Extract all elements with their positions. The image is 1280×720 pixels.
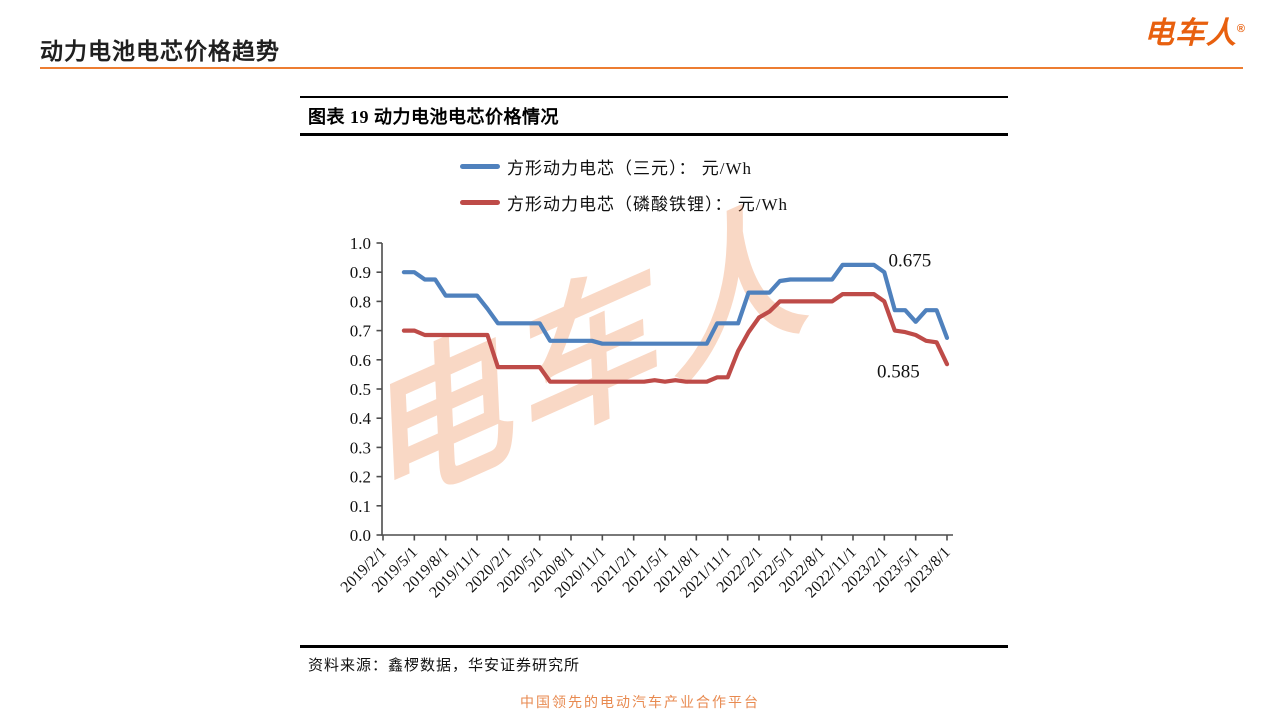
chart-card: 图表 19 动力电池电芯价格情况 方形动力电芯（三元）： 元/Wh 方形动力电芯… [300,96,1008,680]
svg-text:0.0: 0.0 [350,526,371,545]
card-top-rule [300,96,1008,98]
brand-logo-text: 电车人 [1143,17,1237,50]
legend-item-lfp: 方形动力电芯（磷酸铁锂）： 元/Wh [460,190,788,214]
svg-text:0.5: 0.5 [350,380,371,399]
price-trend-line-chart: 0.00.10.20.30.40.50.60.70.80.91.02019/2/… [338,234,954,601]
legend-label-lfp: 方形动力电芯（磷酸铁锂）： 元/Wh [507,194,789,214]
svg-text:0.585: 0.585 [877,361,920,382]
brand-logo: 电车人® [1144,8,1246,52]
svg-text:0.4: 0.4 [350,409,372,428]
svg-text:1.0: 1.0 [350,234,371,253]
svg-text:0.7: 0.7 [350,322,372,341]
svg-text:0.8: 0.8 [350,292,371,311]
legend-line-swatch-lfp [460,199,500,205]
chart-legend: 方形动力电芯（三元）： 元/Wh 方形动力电芯（磷酸铁锂）： 元/Wh [460,154,788,214]
svg-text:0.3: 0.3 [350,438,371,457]
registered-trademark-icon: ® [1236,23,1246,35]
chart-title: 图表 19 动力电池电芯价格情况 [308,107,559,127]
svg-text:0.9: 0.9 [350,263,371,282]
legend-label-ternary: 方形动力电芯（三元）： 元/Wh [507,158,753,178]
card-bottom-rule [300,645,1008,648]
page-title: 动力电池电芯价格趋势 [40,38,280,64]
svg-text:0.675: 0.675 [889,250,932,271]
source-note: 资料来源：鑫椤数据，华安证券研究所 [308,658,581,674]
legend-item-ternary: 方形动力电芯（三元）： 元/Wh [460,154,788,178]
footer-tagline: 中国领先的电动汽车产业合作平台 [520,694,760,710]
svg-text:0.6: 0.6 [350,351,371,370]
svg-text:0.1: 0.1 [350,497,371,516]
plot-area: 电车人 0.0 0.1 0.2 0.3 0.4 0.5 0.6 0.7 0.8 0.9 1.0 201… [310,178,1010,632]
title-underline [40,67,1243,69]
card-title-rule [300,133,1008,136]
svg-text:0.2: 0.2 [350,468,371,487]
legend-line-swatch-ternary [460,163,500,169]
